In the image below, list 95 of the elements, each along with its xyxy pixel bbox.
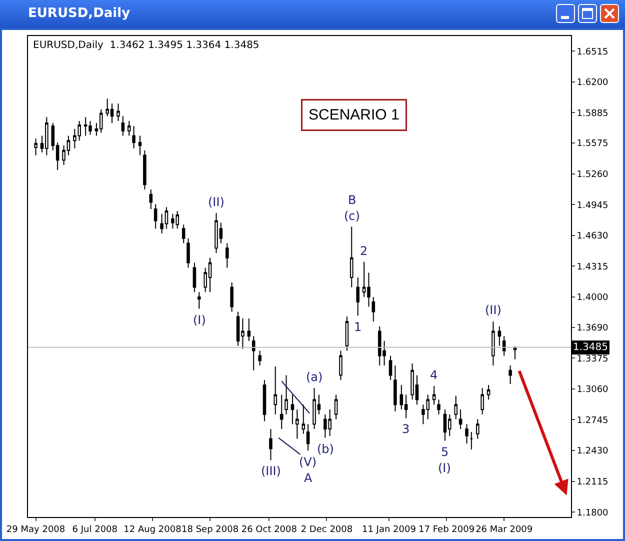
y-tick-label: 1.5575 bbox=[576, 139, 608, 150]
annotation: (b) bbox=[317, 442, 334, 456]
annotation: (c) bbox=[344, 209, 360, 223]
y-tick-label: 1.4000 bbox=[576, 293, 609, 304]
candlestick bbox=[138, 135, 142, 156]
candlestick bbox=[454, 395, 458, 420]
candlestick bbox=[458, 408, 462, 430]
x-tick-label: 6 Jul 2008 bbox=[72, 524, 118, 535]
y-tick-label: 1.4945 bbox=[576, 200, 608, 211]
x-tick-label: 2 Dec 2008 bbox=[300, 524, 353, 535]
candlestick bbox=[121, 116, 125, 136]
candlestick bbox=[302, 404, 306, 434]
candlestick bbox=[262, 380, 266, 422]
x-tick-label: 12 Aug 2008 bbox=[124, 524, 182, 535]
candlestick bbox=[437, 399, 440, 415]
y-tick-label: 1.3060 bbox=[576, 385, 609, 396]
y-tick-label: 1.6515 bbox=[576, 47, 608, 58]
ref-line-label: 1.3485 bbox=[573, 342, 608, 353]
candlestick bbox=[284, 374, 288, 415]
x-tick-label: 29 May 2008 bbox=[6, 524, 66, 535]
y-tick-label: 1.6200 bbox=[576, 78, 609, 88]
candlestick bbox=[513, 346, 517, 360]
candlestick bbox=[198, 292, 201, 310]
y-tick-label: 1.2430 bbox=[576, 446, 609, 457]
y-tick-label: 1.1800 bbox=[576, 508, 609, 518]
y-tick-label: 1.3690 bbox=[576, 323, 609, 334]
candlestick bbox=[226, 242, 229, 268]
annotation: 5 bbox=[441, 445, 449, 459]
chart-subtitle: EURUSD,Daily 1.3462 1.3495 1.3364 1.3485 bbox=[33, 40, 260, 51]
annotation: 4 bbox=[430, 368, 438, 382]
candlestick bbox=[502, 336, 506, 356]
candlestick bbox=[186, 238, 190, 268]
annotation: (II) bbox=[208, 195, 224, 209]
candlestick bbox=[290, 394, 294, 425]
candlestick bbox=[372, 296, 376, 322]
annotation: (III) bbox=[261, 464, 281, 478]
candlestick bbox=[306, 424, 310, 452]
annotation: (I) bbox=[193, 313, 206, 327]
candlestick bbox=[334, 394, 338, 420]
y-tick-label: 1.2745 bbox=[576, 416, 608, 426]
chart-title: EURUSD,Daily bbox=[28, 6, 130, 21]
candlestick bbox=[274, 366, 278, 415]
annotation: 3 bbox=[402, 422, 410, 436]
x-tick-label: 26 Mar 2009 bbox=[476, 524, 533, 535]
candlestick bbox=[192, 262, 196, 293]
candlestick bbox=[388, 355, 392, 381]
y-tick-label: 1.4315 bbox=[576, 262, 608, 272]
annotation: B bbox=[348, 193, 356, 207]
candlestick bbox=[350, 226, 354, 288]
annotation: 2 bbox=[360, 244, 368, 258]
candlestick bbox=[480, 387, 484, 415]
candlestick bbox=[476, 418, 480, 440]
y-tick-label: 1.3375 bbox=[576, 354, 608, 364]
annotation: 1 bbox=[354, 320, 362, 334]
candlestick bbox=[116, 102, 120, 122]
x-tick-label: 18 Sep 2008 bbox=[182, 524, 239, 535]
candlestick bbox=[182, 224, 186, 244]
x-tick-label: 11 Jan 2009 bbox=[362, 524, 416, 535]
annotation: (II) bbox=[485, 303, 502, 317]
candlestick bbox=[394, 364, 397, 412]
candlestick bbox=[34, 138, 38, 156]
candlestick bbox=[132, 125, 136, 149]
candlestick bbox=[339, 350, 342, 381]
annotation: (a) bbox=[306, 370, 323, 384]
candlestick bbox=[432, 386, 436, 406]
candlestick bbox=[345, 316, 349, 352]
y-tick-label: 1.5260 bbox=[576, 170, 609, 180]
candlestick bbox=[465, 424, 468, 444]
candlestick bbox=[356, 276, 360, 316]
candlestick bbox=[230, 282, 234, 312]
annotation: (V) bbox=[299, 455, 317, 469]
candlestick bbox=[154, 204, 158, 230]
candlestick bbox=[498, 326, 502, 346]
y-tick-label: 1.5885 bbox=[576, 108, 608, 119]
annotation: A bbox=[304, 471, 313, 485]
x-tick-label: 17 Feb 2009 bbox=[418, 524, 475, 535]
candlestick bbox=[143, 150, 146, 190]
candlestick bbox=[486, 384, 490, 400]
candlestick bbox=[127, 120, 131, 136]
candlestick bbox=[296, 408, 299, 440]
x-tick-label: 26 Oct 2008 bbox=[241, 524, 298, 535]
candlestick bbox=[470, 431, 474, 450]
annotation: (I) bbox=[438, 461, 451, 475]
candlestick bbox=[269, 428, 272, 461]
candlestick bbox=[149, 188, 153, 210]
y-tick-label: 1.4630 bbox=[576, 232, 609, 242]
candlestick bbox=[247, 318, 251, 342]
y-tick-label: 1.2115 bbox=[576, 477, 608, 488]
candlestick bbox=[492, 320, 495, 366]
annotation: SCENARIO 1 bbox=[308, 106, 400, 124]
candlestick bbox=[280, 394, 284, 430]
candlestick bbox=[258, 350, 262, 366]
candlestick bbox=[508, 364, 512, 385]
candlestick bbox=[252, 336, 256, 371]
candlestick bbox=[99, 108, 103, 134]
